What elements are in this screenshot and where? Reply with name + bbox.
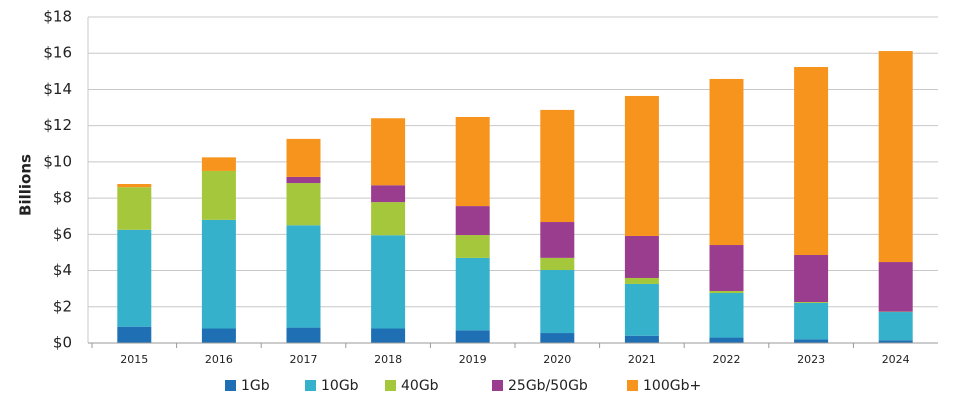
- bar-segment: [709, 337, 744, 343]
- y-axis-label: Billions: [17, 154, 35, 216]
- y-tick-label: $6: [53, 225, 72, 243]
- bar-segment: [201, 328, 236, 343]
- bar-segment: [371, 202, 406, 236]
- bar-segment: [286, 327, 321, 343]
- bar-segment: [878, 312, 913, 341]
- bar-segment: [540, 257, 575, 271]
- x-tick-label: 2015: [120, 353, 148, 366]
- bar-segment: [709, 293, 744, 338]
- bar-segment: [201, 219, 236, 329]
- x-tick-label: 2023: [797, 353, 825, 366]
- x-tick-label: 2024: [882, 353, 910, 366]
- bar-segment: [794, 302, 829, 340]
- bar-segment: [794, 339, 829, 343]
- bar-segment: [286, 176, 321, 184]
- legend-swatch: [225, 380, 236, 391]
- legend-label: 100Gb+: [643, 378, 701, 394]
- y-tick-label: $12: [43, 116, 72, 134]
- bar-segment: [878, 340, 913, 343]
- bar-segment: [371, 328, 406, 343]
- bar-segment: [371, 185, 406, 203]
- bar-segment: [286, 183, 321, 226]
- bar-segment: [371, 118, 406, 186]
- bar-segment: [540, 109, 575, 223]
- bar-segment: [286, 225, 321, 328]
- y-tick-label: $18: [43, 8, 72, 26]
- y-tick-label: $16: [43, 44, 72, 62]
- bar-segment: [117, 229, 152, 327]
- bar-segment: [117, 326, 152, 343]
- y-tick-label: $2: [53, 297, 72, 315]
- bar-segment: [709, 78, 744, 246]
- bar-segment: [455, 116, 490, 207]
- legend-swatch: [385, 380, 396, 391]
- x-tick-label: 2017: [290, 353, 318, 366]
- x-tick-label: 2020: [543, 353, 571, 366]
- bar-segment: [455, 330, 490, 343]
- legend-label: 40Gb: [401, 378, 439, 394]
- y-tick-label: $4: [53, 261, 72, 279]
- bar-segment: [455, 235, 490, 258]
- x-tick-label: 2022: [713, 353, 741, 366]
- bar-segment: [455, 257, 490, 331]
- x-tick-label: 2018: [374, 353, 402, 366]
- bar-segment: [624, 277, 659, 284]
- legend-label: 10Gb: [321, 378, 359, 394]
- x-tick-label: 2021: [628, 353, 656, 366]
- bar-segment: [624, 283, 659, 336]
- bar-segment: [540, 270, 575, 334]
- bar-segment: [878, 51, 913, 263]
- bar-segment: [201, 157, 236, 171]
- legend-label: 1Gb: [241, 378, 270, 394]
- bar-segment: [878, 262, 913, 312]
- x-tick-label: 2016: [205, 353, 233, 366]
- bar-segment: [286, 138, 321, 177]
- bar-segment: [117, 187, 152, 230]
- bar-segment: [540, 333, 575, 343]
- bar-segment: [201, 170, 236, 220]
- x-tick-label: 2019: [459, 353, 487, 366]
- bar-segment: [794, 254, 829, 303]
- legend-swatch: [627, 380, 638, 391]
- bar-segment: [794, 66, 829, 255]
- bar-segment: [624, 95, 659, 236]
- bar-segment: [117, 183, 152, 188]
- bar-segment: [624, 235, 659, 278]
- legend-swatch: [492, 380, 503, 391]
- bar-segment: [624, 335, 659, 343]
- y-tick-label: $14: [43, 80, 72, 98]
- bar-segment: [371, 235, 406, 329]
- bar-segment: [709, 245, 744, 292]
- bar-segment: [794, 302, 829, 303]
- legend-label: 25Gb/50Gb: [508, 378, 588, 394]
- y-tick-label: $10: [43, 152, 72, 170]
- bar-segment: [455, 206, 490, 236]
- bar-segment: [540, 222, 575, 258]
- bar-segment: [709, 291, 744, 294]
- y-tick-label: $0: [53, 334, 72, 352]
- y-tick-label: $8: [53, 189, 72, 207]
- legend-swatch: [305, 380, 316, 391]
